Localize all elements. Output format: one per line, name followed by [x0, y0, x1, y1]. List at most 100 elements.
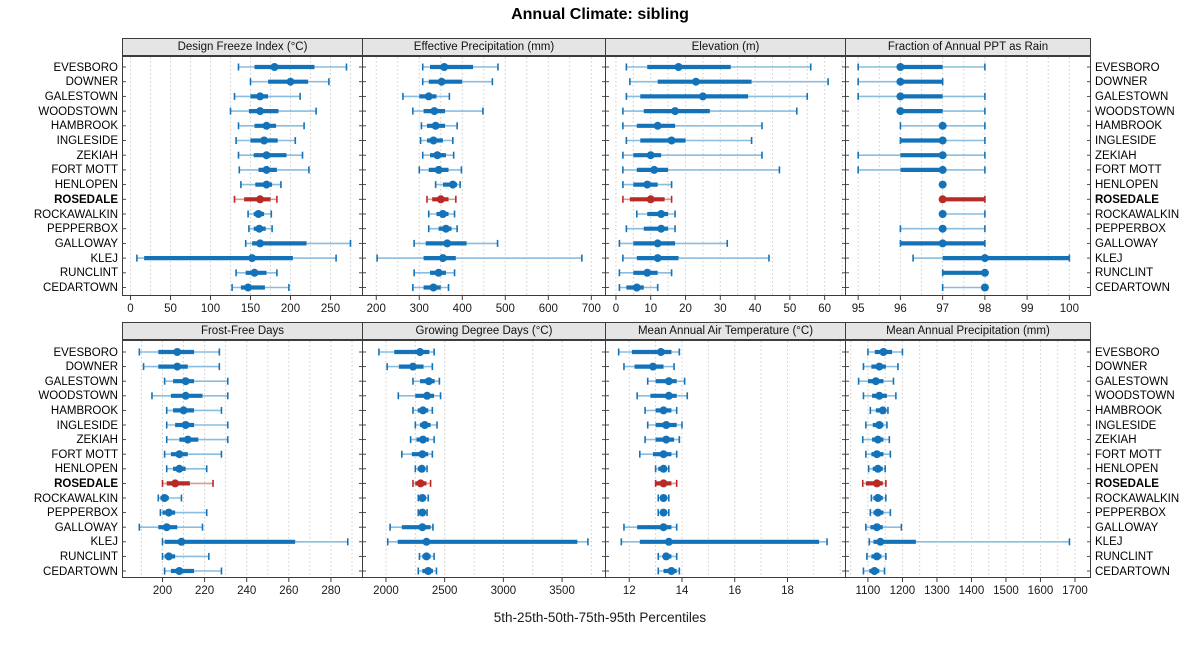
percentile-row-zekiah — [237, 151, 304, 160]
percentile-row-rosedale — [654, 479, 678, 488]
site-label-rosedale: ROSEDALE — [1095, 193, 1159, 206]
median-dot-henlopen — [175, 464, 184, 473]
panel-plot-frost-free-days: 200 220 240 260 280 — [122, 340, 363, 600]
percentile-row-evesboro — [378, 348, 435, 356]
percentile-row-pepperbox — [248, 224, 273, 233]
median-dot-fort-mott — [659, 450, 668, 459]
median-dot-runclint — [980, 268, 989, 277]
percentile-row-rockawalkin — [247, 210, 273, 218]
site-label-hambrook: HAMBROOK — [50, 120, 118, 133]
percentile-row-galestown — [857, 92, 986, 101]
median-dot-klej — [980, 254, 989, 263]
median-dot-ingleside — [181, 421, 190, 429]
percentile-row-hambrook — [899, 121, 986, 130]
percentile-row-evesboro — [138, 348, 221, 356]
site-label-ingleside: INGLESIDE — [56, 419, 118, 432]
median-dot-downer — [691, 77, 700, 86]
median-dot-ingleside — [667, 136, 676, 145]
median-dot-hambrook — [418, 406, 427, 415]
median-dot-galloway — [418, 523, 427, 532]
x-tick-label: 60 — [818, 303, 831, 315]
percentile-row-runclint — [866, 552, 887, 561]
percentile-row-galestown — [402, 92, 451, 101]
site-label-ingleside: INGLESIDE — [1095, 419, 1157, 432]
percentile-row-cedartown — [163, 567, 223, 575]
median-dot-hambrook — [262, 121, 271, 130]
x-axis-caption: 5th-25th-50th-75th-95th Percentiles — [493, 610, 707, 625]
median-dot-klej — [422, 537, 431, 546]
percentile-row-pepperbox — [159, 508, 208, 517]
percentile-row-pepperbox — [869, 508, 892, 517]
percentile-row-galestown — [163, 377, 229, 386]
percentile-row-ingleside — [625, 136, 753, 145]
percentile-row-galestown — [233, 92, 301, 101]
site-label-galloway: GALLOWAY — [54, 237, 118, 250]
site-label-cedartown: CEDARTOWN — [43, 282, 118, 294]
median-dot-fort-mott — [434, 165, 443, 174]
median-dot-fort-mott — [262, 165, 271, 174]
panel-strip-frost-free-days: Frost-Free Days — [122, 322, 363, 340]
median-dot-evesboro — [173, 348, 182, 356]
percentile-row-hambrook — [165, 406, 223, 415]
median-dot-fort-mott — [418, 450, 427, 459]
median-dot-fort-mott — [650, 165, 659, 174]
median-dot-pepperbox — [873, 508, 882, 517]
median-dot-rosedale — [938, 195, 947, 204]
percentile-row-zekiah — [421, 151, 455, 160]
x-tick-label: 100 — [1060, 303, 1079, 315]
median-dot-evesboro — [879, 348, 888, 356]
percentile-row-cedartown — [941, 283, 989, 292]
panel-plot-mean-annual-air-temperature-c: 12 14 16 18 — [605, 340, 846, 600]
panel-plot-elevation-m: 0 10 20 30 40 50 60 — [605, 56, 846, 318]
site-label-pepperbox: PEPPERBOX — [1095, 223, 1166, 236]
percentile-row-klej — [376, 254, 583, 263]
x-tick-label: 16 — [728, 585, 741, 597]
median-dot-runclint — [872, 552, 881, 561]
median-dot-downer — [648, 362, 657, 371]
median-dot-woodstown — [875, 391, 884, 400]
median-dot-ingleside — [260, 136, 269, 145]
percentile-row-cedartown — [417, 567, 438, 575]
median-dot-galestown — [181, 377, 190, 386]
x-tick-label: 18 — [781, 585, 794, 597]
site-label-henlopen: HENLOPEN — [54, 179, 118, 192]
median-dot-woodstown — [896, 107, 905, 116]
x-tick-label: 300 — [410, 303, 429, 315]
percentile-row-ingleside — [899, 136, 986, 145]
median-dot-runclint — [643, 268, 652, 277]
percentile-row-ingleside — [414, 421, 438, 429]
median-dot-hambrook — [179, 406, 188, 415]
percentile-row-rosedale — [426, 195, 457, 204]
median-dot-evesboro — [656, 348, 665, 356]
x-tick-label: 20 — [679, 303, 692, 315]
percentile-row-galloway — [138, 523, 204, 532]
median-dot-pepperbox — [657, 224, 666, 233]
percentile-row-rosedale — [938, 195, 986, 204]
median-dot-woodstown — [423, 391, 432, 400]
percentile-row-evesboro — [421, 63, 499, 71]
percentile-row-downer — [249, 77, 330, 86]
x-tick-label: 500 — [496, 303, 515, 315]
median-dot-rockawalkin — [438, 210, 447, 218]
median-dot-hambrook — [938, 121, 947, 130]
site-label-galloway: GALLOWAY — [1095, 521, 1159, 534]
site-label-cedartown: CEDARTOWN — [43, 565, 118, 578]
median-dot-ingleside — [662, 421, 671, 429]
median-dot-downer — [437, 77, 446, 86]
median-dot-henlopen — [262, 180, 271, 189]
percentile-row-cedartown — [618, 283, 659, 292]
site-label-pepperbox: PEPPERBOX — [47, 223, 118, 236]
percentile-row-fort-mott — [857, 165, 986, 174]
percentile-row-woodstown — [896, 107, 986, 116]
percentile-row-hambrook — [622, 121, 763, 130]
site-label-fort-mott: FORT MOTT — [1095, 164, 1162, 177]
percentile-row-klej — [912, 254, 1071, 263]
percentile-row-fort-mott — [865, 450, 892, 459]
site-label-ingleside: INGLESIDE — [1095, 135, 1157, 147]
site-label-evesboro: EVESBORO — [1095, 346, 1160, 359]
median-dot-galestown — [256, 92, 265, 101]
percentile-row-cedartown — [657, 567, 681, 575]
percentile-row-hambrook — [869, 406, 889, 415]
median-dot-klej — [653, 254, 662, 263]
median-dot-pepperbox — [659, 508, 668, 517]
